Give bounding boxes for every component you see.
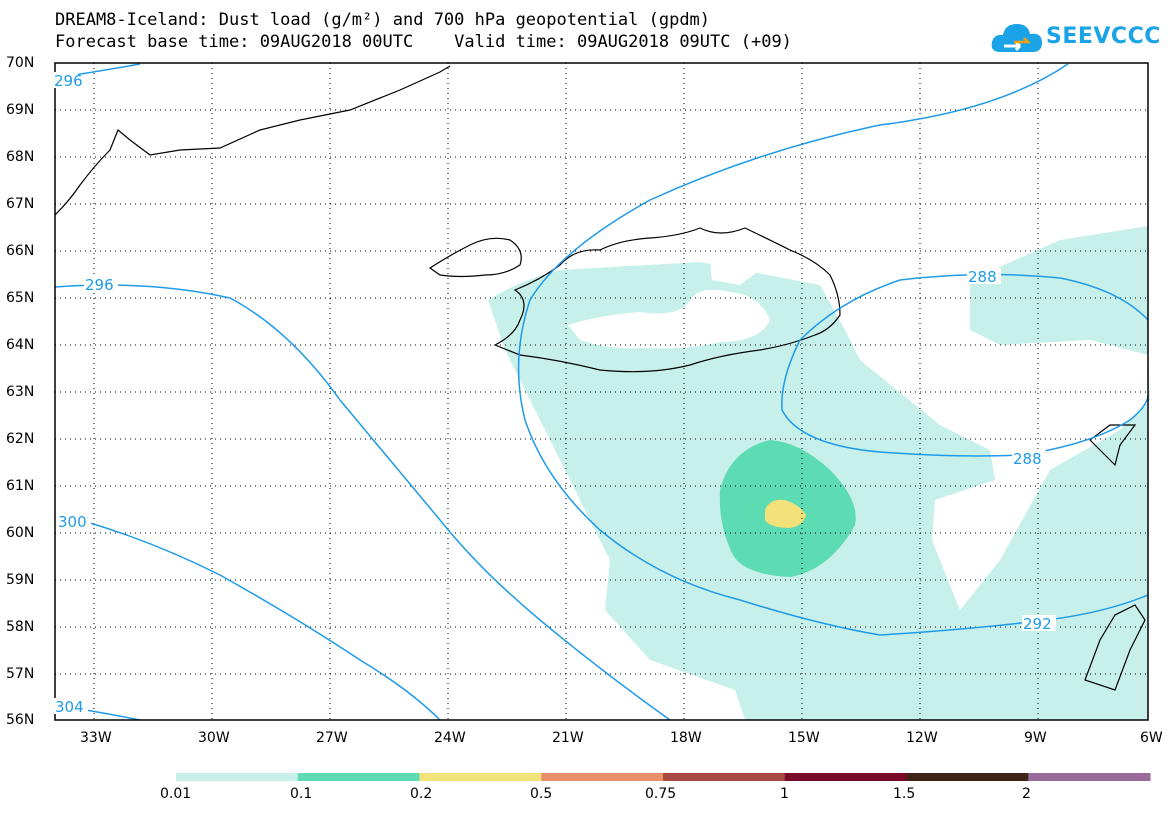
lon-label: 15W: [788, 730, 820, 746]
contour-label: 288: [968, 268, 997, 286]
colorbar-swatch: [663, 773, 786, 781]
colorbar: [176, 773, 1151, 781]
colorbar-swatch: [176, 773, 299, 781]
cloud-logo-icon: [991, 24, 1042, 52]
lon-label: 12W: [906, 730, 938, 746]
colorbar-label: 2: [1022, 786, 1031, 802]
lat-label: 64N: [6, 337, 35, 353]
contour-label: 292: [1023, 615, 1052, 633]
lat-label: 59N: [6, 572, 35, 588]
contour-label: 296: [85, 276, 114, 294]
lon-label: 33W: [80, 730, 112, 746]
lat-label: 57N: [6, 666, 35, 682]
colorbar-swatch: [541, 773, 664, 781]
map-title: DREAM8-Iceland: Dust load (g/m²) and 700…: [55, 10, 711, 30]
lat-label: 62N: [6, 431, 35, 447]
map-gridlines: [55, 63, 1148, 720]
lat-label: 58N: [6, 619, 35, 635]
colorbar-label: 1: [780, 786, 789, 802]
geopotential-contours: [54, 63, 1149, 721]
contour-label: 304: [55, 698, 84, 716]
lat-label: 66N: [6, 243, 35, 259]
colorbar-swatch: [1028, 773, 1151, 781]
colorbar-label: 0.2: [410, 786, 433, 802]
lon-label: 30W: [198, 730, 230, 746]
colorbar-label: 0.5: [530, 786, 553, 802]
lat-label: 65N: [6, 290, 35, 306]
colorbar-label: 0.01: [160, 786, 192, 802]
lon-label: 27W: [316, 730, 348, 746]
contour-label: 288: [1013, 450, 1042, 468]
lon-label: 18W: [670, 730, 702, 746]
contour-label: 300: [58, 513, 87, 531]
colorbar-label: 0.1: [290, 786, 313, 802]
logo-text: SEEVCCC: [1046, 24, 1161, 49]
lon-label: 24W: [434, 730, 466, 746]
lat-label: 63N: [6, 384, 35, 400]
contour-label: 296: [54, 72, 83, 90]
lat-label: 67N: [6, 196, 35, 212]
seevccc-logo: SEEVCCC: [988, 14, 1168, 64]
colorbar-swatch: [906, 773, 1029, 781]
lat-label: 70N: [6, 55, 35, 71]
lon-label: 6W: [1140, 730, 1163, 746]
colorbar-label: 1.5: [893, 786, 916, 802]
colorbar-swatch: [419, 773, 542, 781]
lat-label: 61N: [6, 478, 35, 494]
lat-label: 60N: [6, 525, 35, 541]
colorbar-swatch: [784, 773, 907, 781]
map-frame: [54, 62, 1149, 721]
colorbar-swatch: [297, 773, 420, 781]
map-subtitle: Forecast base time: 09AUG2018 00UTC Vali…: [55, 32, 792, 52]
colorbar-label: 0.75: [645, 786, 677, 802]
lat-label: 69N: [6, 102, 35, 118]
lat-label: 56N: [6, 712, 35, 728]
lon-label: 21W: [552, 730, 584, 746]
lon-label: 9W: [1024, 730, 1047, 746]
coastlines: [54, 65, 1146, 691]
dust-shading-high: [765, 499, 806, 528]
lat-label: 68N: [6, 149, 35, 165]
